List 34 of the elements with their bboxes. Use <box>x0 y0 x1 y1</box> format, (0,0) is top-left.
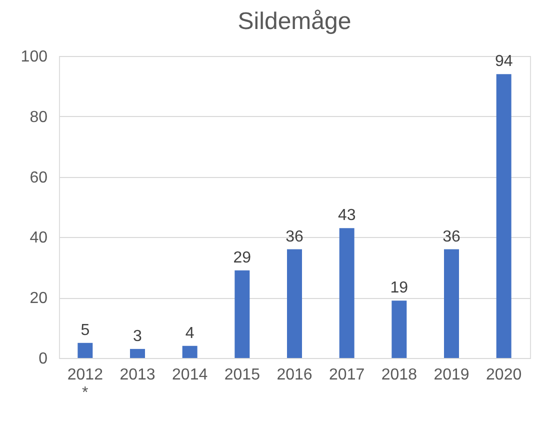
data-label: 94 <box>494 53 513 70</box>
data-label: 29 <box>233 249 252 266</box>
bar <box>182 346 198 358</box>
data-label: 5 <box>80 322 90 339</box>
y-tick-label: 40 <box>30 230 48 247</box>
data-label: 4 <box>185 324 194 342</box>
bar <box>392 300 407 358</box>
data-label: 36 <box>442 228 460 246</box>
x-tick-label: 2012 * <box>67 366 104 402</box>
bar <box>130 348 145 358</box>
data-label: 36 <box>286 228 304 246</box>
bar <box>339 228 354 358</box>
y-tick-label: 80 <box>30 108 48 126</box>
x-tick-label: 2016 <box>276 366 312 384</box>
bar <box>234 270 250 358</box>
chart-title: Sildemåge <box>238 8 352 35</box>
bar <box>444 249 459 358</box>
bar <box>496 74 512 358</box>
y-tick-label: 100 <box>20 48 48 66</box>
x-tick-label: 2015 <box>224 366 260 384</box>
x-tick-label: 2014 <box>172 366 208 384</box>
y-tick-label: 60 <box>30 169 48 186</box>
x-tick-label: 2019 <box>434 366 470 384</box>
bar <box>287 249 302 358</box>
y-tick-label: 20 <box>30 290 48 308</box>
y-tick-label: 0 <box>38 350 48 368</box>
x-tick-label: 2018 <box>381 366 418 384</box>
data-label: 19 <box>390 280 408 297</box>
data-label: 3 <box>133 328 142 345</box>
bar <box>78 342 93 358</box>
x-tick-label: 2017 <box>329 366 365 384</box>
x-tick-label: 2013 <box>120 366 156 384</box>
data-label: 43 <box>338 207 356 224</box>
x-tick-label: 2020 <box>486 366 522 384</box>
